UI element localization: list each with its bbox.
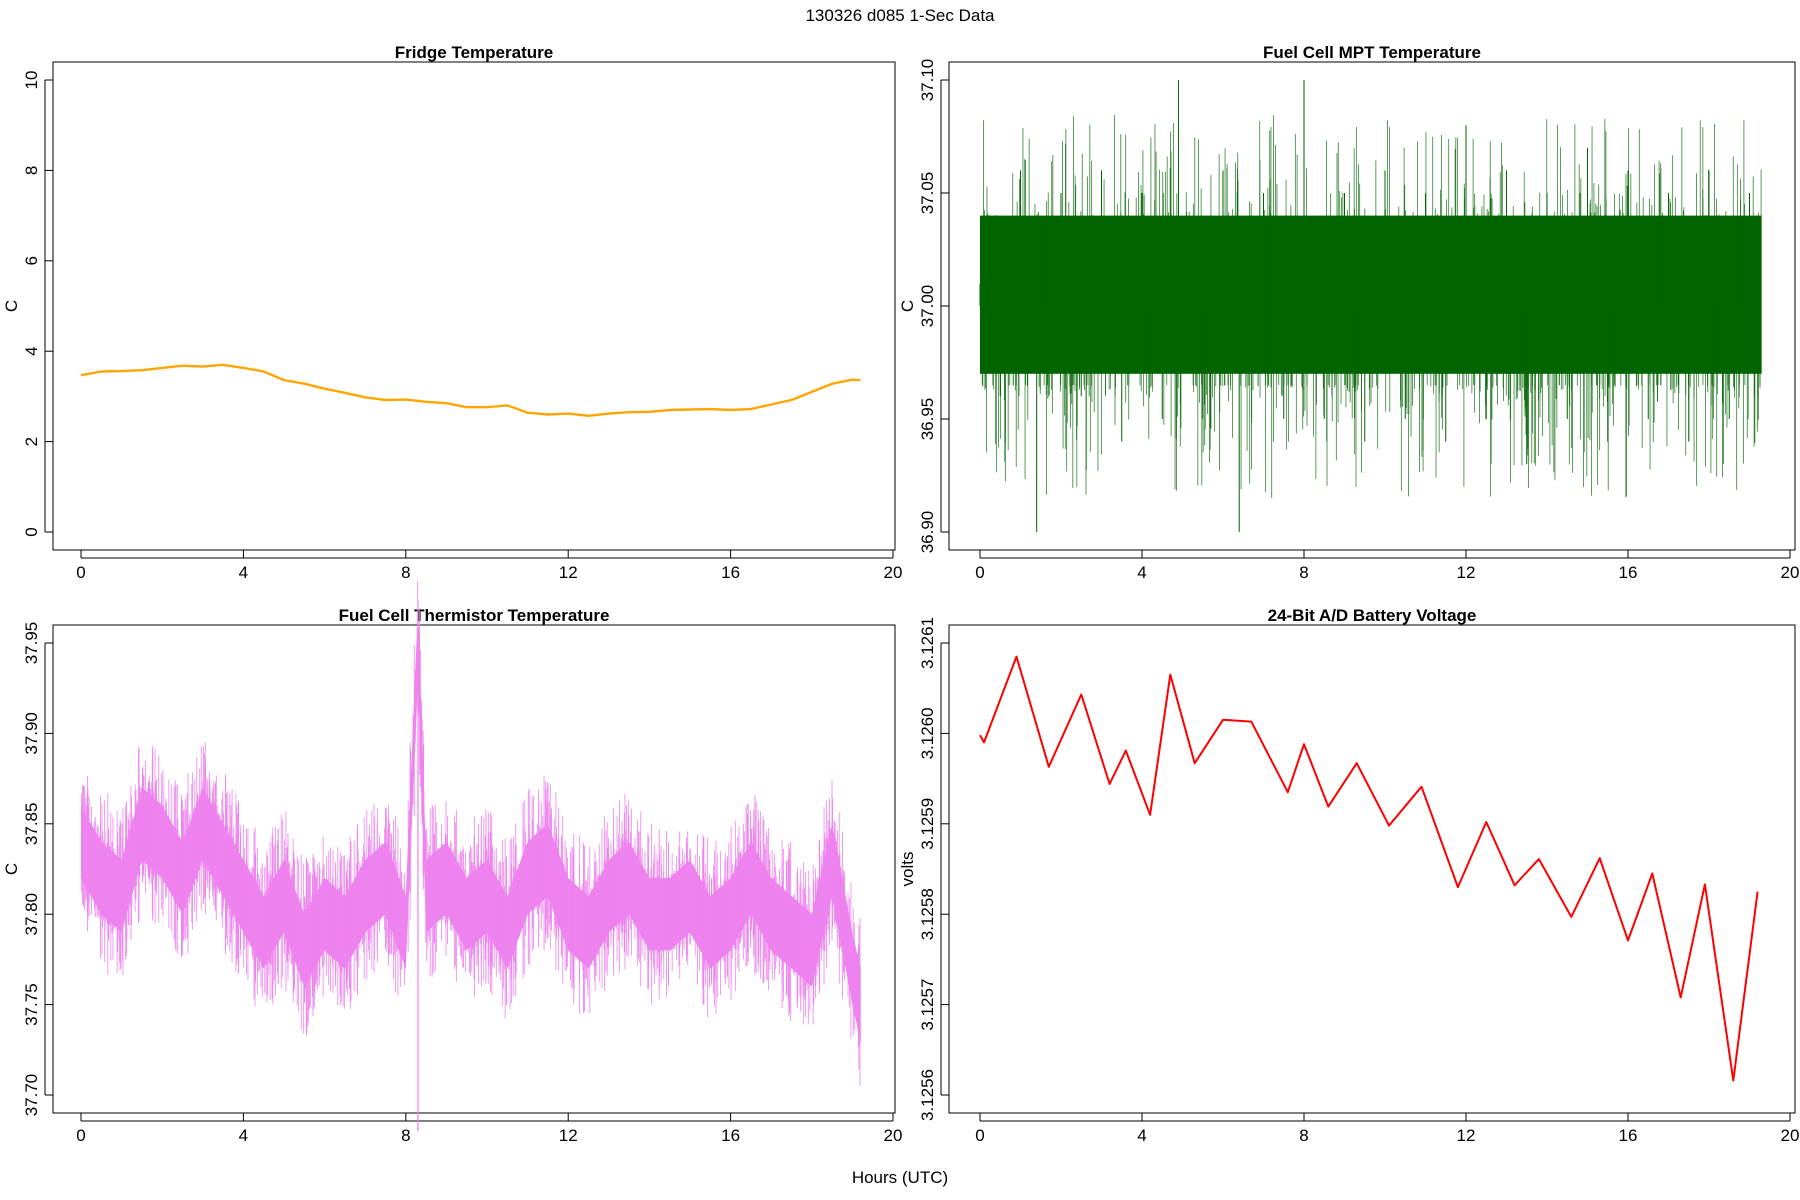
y-axis-label: volts	[898, 852, 917, 887]
x-tick-label: 8	[1299, 563, 1308, 582]
x-tick-label: 12	[559, 1126, 578, 1145]
x-tick-label: 20	[1781, 1126, 1800, 1145]
chart-title: 24-Bit A/D Battery Voltage	[1268, 606, 1477, 625]
y-tick-label: 37.70	[22, 1074, 41, 1117]
x-tick-label: 16	[721, 563, 740, 582]
x-tick-label: 16	[721, 1126, 740, 1145]
x-tick-label: 4	[239, 1126, 248, 1145]
plot-frame	[948, 624, 1796, 1114]
x-tick-label: 0	[76, 1126, 85, 1145]
x-tick-label: 4	[1137, 1126, 1146, 1145]
y-tick-label: 3.1261	[918, 617, 937, 669]
y-tick-label: 3.1257	[918, 979, 937, 1031]
x-tick-label: 16	[1619, 563, 1638, 582]
y-tick-label: 2	[22, 437, 41, 446]
y-tick-label: 3.1258	[918, 888, 937, 940]
y-tick-label: 3.1256	[918, 1069, 937, 1121]
y-tick-label: 3.1260	[918, 707, 937, 759]
chart-panel-4: 24-Bit A/D Battery Voltage 0 4 8 12 16 20 3.125…	[898, 606, 1799, 1145]
x-tick-label: 12	[559, 563, 578, 582]
chart-title: Fuel Cell Thermistor Temperature	[339, 606, 610, 625]
y-tick-label: 6	[22, 256, 41, 265]
y-tick-label: 37.05	[918, 172, 937, 215]
y-tick-label: 3.1259	[918, 798, 937, 850]
x-tick-label: 0	[975, 1126, 984, 1145]
chart-panel-3: Fuel Cell Thermistor Temperature 0 4 8 12 16 2…	[2, 581, 902, 1145]
y-tick-label: 10	[22, 71, 41, 90]
x-tick-label: 12	[1457, 1126, 1476, 1145]
x-tick-label: 20	[884, 1126, 903, 1145]
y-tick-label: 37.00	[918, 285, 937, 328]
x-tick-label: 8	[401, 563, 410, 582]
figure-x-axis-label: Hours (UTC)	[851, 1168, 949, 1187]
y-axis-label: C	[2, 863, 21, 875]
y-tick-label: 37.80	[22, 893, 41, 936]
chart-panel-1: Fridge Temperature 0 4 8 12 16 20 0 2 4 6 8 10 C	[2, 43, 902, 582]
y-tick-label: 37.95	[22, 622, 41, 665]
y-tick-label: 37.85	[22, 803, 41, 846]
y-tick-label: 36.90	[918, 511, 937, 554]
x-tick-label: 0	[76, 563, 85, 582]
x-tick-label: 20	[884, 563, 903, 582]
x-tick-label: 12	[1457, 563, 1476, 582]
x-tick-label: 8	[401, 1126, 410, 1145]
chart-title: Fuel Cell MPT Temperature	[1263, 43, 1481, 62]
plot-frame	[52, 61, 896, 551]
y-tick-label: 4	[22, 346, 41, 355]
chart-panel-2: Fuel Cell MPT Temperature 0 4 8 12 16 20 36.90 3…	[898, 43, 1799, 582]
figure-title: 130326 d085 1-Sec Data	[805, 6, 995, 25]
series-line	[80, 363, 861, 417]
x-tick-label: 20	[1781, 563, 1800, 582]
x-tick-label: 4	[1137, 563, 1146, 582]
series-line	[979, 655, 1759, 1082]
y-axis-label: C	[2, 300, 21, 312]
y-tick-label: 8	[22, 166, 41, 175]
x-tick-label: 0	[975, 563, 984, 582]
y-tick-label: 37.75	[22, 983, 41, 1026]
x-tick-label: 16	[1619, 1126, 1638, 1145]
chart-title: Fridge Temperature	[395, 43, 553, 62]
plot-frame	[52, 624, 896, 1114]
y-tick-label: 36.95	[918, 398, 937, 441]
x-tick-label: 8	[1299, 1126, 1308, 1145]
y-tick-label: 37.10	[918, 59, 937, 102]
x-tick-label: 4	[239, 563, 248, 582]
y-axis-label: C	[898, 300, 917, 312]
y-tick-label: 0	[22, 527, 41, 536]
y-tick-label: 37.90	[22, 712, 41, 755]
